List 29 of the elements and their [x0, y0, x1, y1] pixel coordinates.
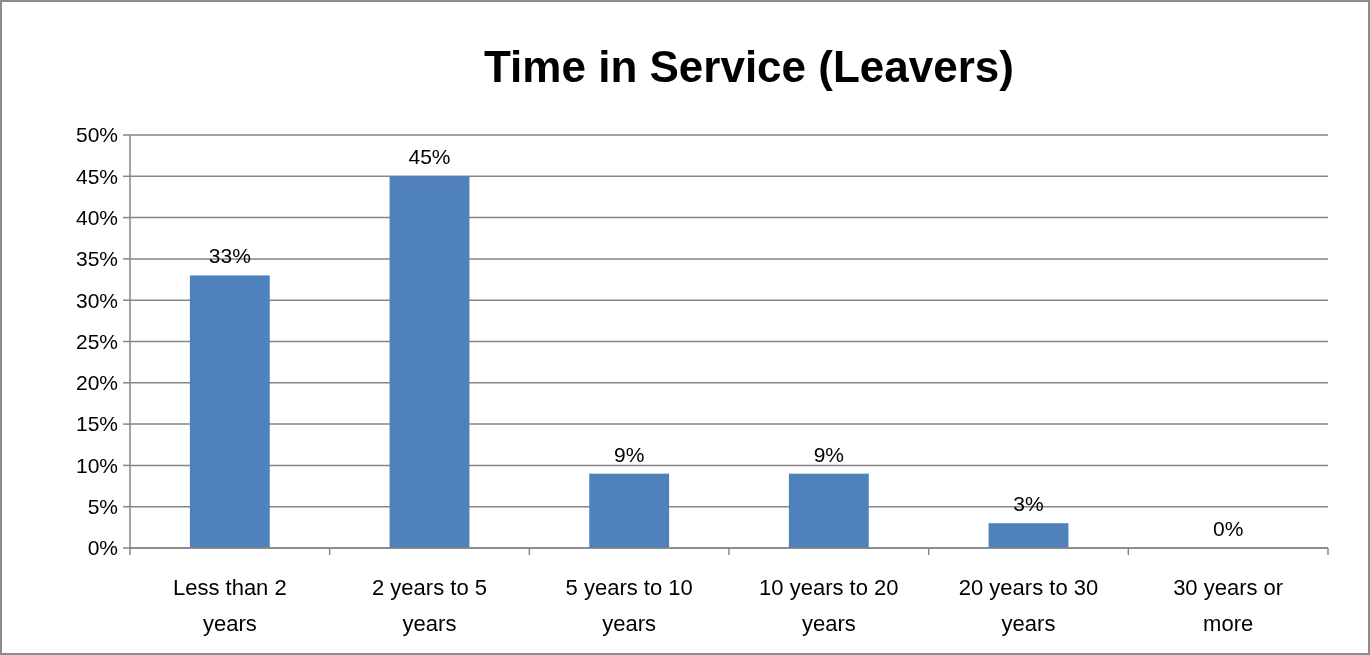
data-label: 9%: [813, 442, 845, 466]
x-tick-label: 2 years to 5 years: [372, 575, 487, 636]
y-tick-label: 45%: [75, 164, 118, 188]
y-tick-label: 30%: [75, 288, 118, 312]
x-tick-label: 20 years to 30 years: [958, 575, 1099, 636]
y-tick-label: 50%: [75, 123, 118, 147]
data-label: 33%: [208, 244, 251, 268]
y-tick-label: 20%: [75, 371, 118, 395]
bar: [189, 275, 270, 548]
y-tick-label: 5%: [87, 495, 118, 519]
data-label: 9%: [613, 442, 645, 466]
data-label: 3%: [1013, 492, 1044, 516]
x-tick-label: 5 years to 10 years: [565, 575, 693, 636]
y-tick-label: 15%: [75, 412, 118, 436]
x-tick-label: 30 years or more: [1173, 575, 1284, 636]
data-label: 45%: [408, 145, 451, 169]
bar: [389, 176, 470, 548]
y-tick-label: 10%: [75, 453, 118, 477]
y-tick-label: 40%: [75, 205, 118, 229]
bar: [589, 473, 670, 548]
y-tick-label: 0%: [87, 536, 118, 560]
x-tick-label: 10 years to 20 years: [759, 575, 899, 636]
y-tick-label: 25%: [75, 329, 118, 353]
y-tick-label: 35%: [75, 247, 118, 271]
bar: [788, 473, 869, 548]
x-tick-label: Less than 2 years: [172, 575, 287, 636]
data-label: 0%: [1212, 517, 1244, 540]
bar: [988, 523, 1069, 548]
chart-title: Time in Service (Leavers): [484, 42, 1014, 91]
